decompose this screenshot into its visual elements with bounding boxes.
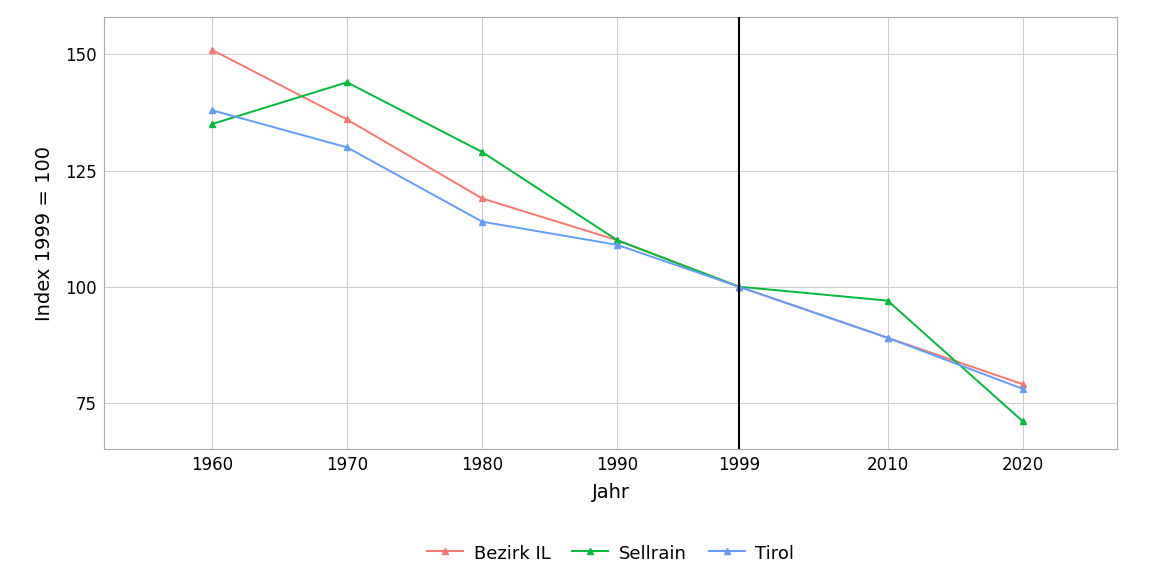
Bezirk IL: [732, 283, 745, 290]
Sellrain: [476, 149, 490, 156]
Tirol: [881, 334, 895, 341]
Sellrain: [1016, 418, 1030, 425]
X-axis label: Jahr: Jahr: [592, 483, 629, 502]
Sellrain: [340, 79, 354, 86]
Tirol: [340, 144, 354, 151]
Bezirk IL: [1016, 381, 1030, 388]
Bezirk IL: [881, 334, 895, 341]
Sellrain: [611, 237, 624, 244]
Tirol: [611, 241, 624, 248]
Bezirk IL: [476, 195, 490, 202]
Sellrain: [205, 120, 219, 127]
Bezirk IL: [340, 116, 354, 123]
Line: Bezirk IL: Bezirk IL: [209, 47, 1025, 387]
Tirol: [1016, 385, 1030, 392]
Line: Sellrain: Sellrain: [209, 79, 1025, 424]
Tirol: [476, 218, 490, 225]
Bezirk IL: [205, 46, 219, 53]
Tirol: [205, 107, 219, 113]
Sellrain: [881, 297, 895, 304]
Legend: Bezirk IL, Sellrain, Tirol: Bezirk IL, Sellrain, Tirol: [419, 537, 802, 570]
Sellrain: [732, 283, 745, 290]
Bezirk IL: [611, 237, 624, 244]
Tirol: [732, 283, 745, 290]
Y-axis label: Index 1999 = 100: Index 1999 = 100: [35, 146, 54, 321]
Line: Tirol: Tirol: [209, 107, 1025, 392]
